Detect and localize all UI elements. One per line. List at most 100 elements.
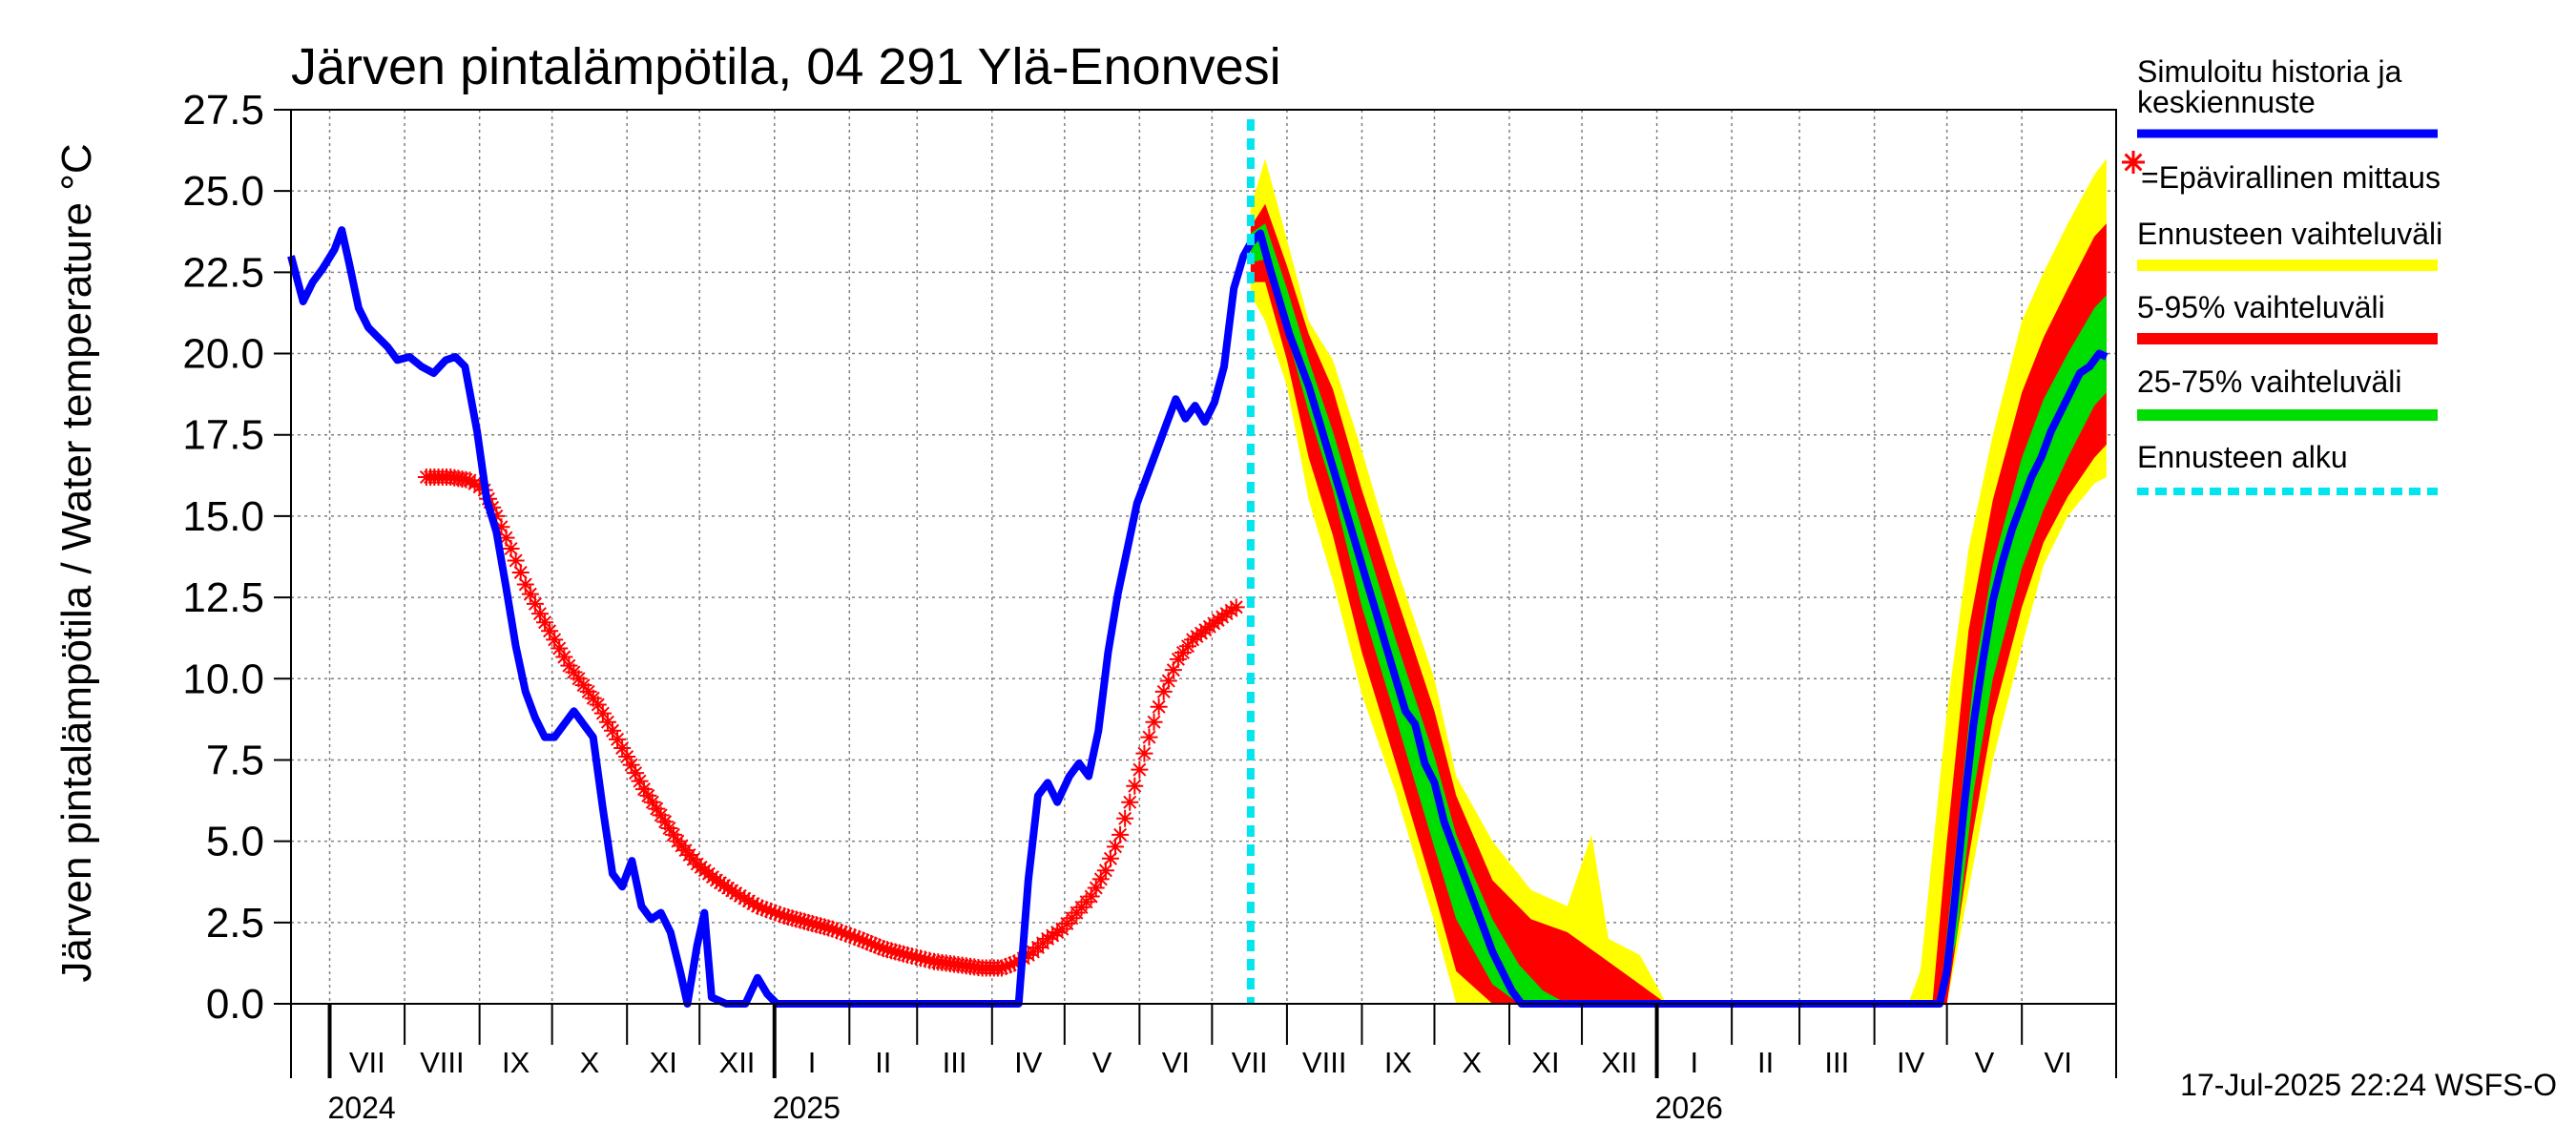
legend-label-line1: Simuloitu historia ja <box>2137 54 2402 89</box>
measurement-marker <box>811 917 829 935</box>
measurement-marker <box>787 910 805 928</box>
measurement-marker <box>800 913 818 931</box>
measurement-marker <box>783 909 801 927</box>
y-tick-label: 15.0 <box>182 493 264 540</box>
month-label: VI <box>2045 1046 2072 1079</box>
measurement-marker <box>854 931 872 949</box>
forecast-bands <box>1250 158 2107 1005</box>
month-label: XII <box>719 1046 756 1079</box>
measurement-marker <box>820 919 838 937</box>
measurement-marker <box>656 813 675 831</box>
measurement-marker <box>1044 926 1062 945</box>
measurement-marker <box>466 474 484 492</box>
measurement-marker <box>603 721 621 739</box>
measurement-marker <box>560 656 578 675</box>
measurement-marker <box>731 886 749 905</box>
measurement-marker <box>921 951 939 969</box>
measurement-marker <box>1087 879 1105 897</box>
month-label: XI <box>1531 1046 1559 1079</box>
month-label: VIII <box>1302 1046 1347 1079</box>
y-tick-label: 10.0 <box>182 656 264 702</box>
measurement-marker <box>502 539 520 557</box>
month-label: V <box>1092 1046 1112 1079</box>
month-label: I <box>808 1046 817 1079</box>
measurement-marker <box>631 772 649 790</box>
measurement-marker <box>837 925 855 943</box>
measurement-marker <box>507 552 525 570</box>
measurement-marker <box>992 959 1010 977</box>
measurement-marker <box>1126 777 1144 795</box>
timestamp-footer: 17-Jul-2025 22:24 WSFS-O <box>2180 1068 2557 1102</box>
month-label: III <box>943 1046 967 1079</box>
measurement-markers <box>417 468 1245 977</box>
month-label: VII <box>349 1046 385 1079</box>
month-label: VI <box>1162 1046 1190 1079</box>
measurement-marker <box>766 904 784 922</box>
measurement-marker <box>497 529 515 547</box>
measurement-marker <box>841 926 860 945</box>
measurement-marker <box>526 594 544 613</box>
measurement-marker <box>828 922 846 940</box>
measurement-marker <box>1039 929 1057 947</box>
measurement-marker <box>744 895 762 913</box>
month-label: IV <box>1014 1046 1043 1079</box>
measurement-marker <box>899 946 917 964</box>
measurement-marker <box>555 648 573 666</box>
measurement-marker <box>850 929 868 947</box>
y-tick-label: 2.5 <box>206 900 264 947</box>
y-tick-label: 5.0 <box>206 819 264 865</box>
legend-label: Ennusteen vaihteluväli <box>2137 217 2442 251</box>
y-tick-label: 22.5 <box>182 249 264 296</box>
measurement-marker <box>627 764 645 782</box>
measurement-marker <box>488 507 506 525</box>
measurement-marker <box>660 820 678 838</box>
measurement-marker <box>574 677 592 695</box>
y-tick-label: 27.5 <box>182 87 264 134</box>
measurement-marker <box>652 806 670 824</box>
measurement-marker <box>727 885 745 903</box>
measurement-marker <box>1159 672 1177 690</box>
measurement-marker <box>807 916 825 934</box>
month-label: VIII <box>420 1046 465 1079</box>
measurement-marker <box>736 889 754 907</box>
legend-marker-icon <box>2122 151 2145 174</box>
month-label: XI <box>650 1046 677 1079</box>
year-label: 2025 <box>773 1091 841 1125</box>
measurement-marker <box>579 682 597 700</box>
measurement-marker <box>907 948 925 967</box>
measurement-marker <box>1150 697 1168 716</box>
measurement-marker <box>858 933 876 951</box>
measurement-marker <box>541 622 559 640</box>
month-label: I <box>1691 1046 1699 1079</box>
plot-frame <box>290 109 2117 1005</box>
measurement-marker <box>894 945 912 963</box>
measurement-marker <box>639 786 657 804</box>
measurement-marker <box>997 957 1015 975</box>
legend-label: =Epävirallinen mittaus <box>2141 160 2441 195</box>
measurement-marker <box>1049 924 1067 942</box>
year-label: 2026 <box>1655 1091 1723 1125</box>
measurement-marker <box>1121 793 1139 811</box>
axes: 0.0 2.5 5.0 7.5 10.0 12.5 15.0 17.5 20.0 22.5 25.0… <box>182 87 2117 1125</box>
measurement-marker <box>870 938 888 956</box>
measurement-marker <box>622 756 640 774</box>
measurement-marker <box>1131 760 1149 779</box>
measurement-marker <box>761 902 779 920</box>
measurement-marker <box>1227 598 1245 616</box>
measurement-marker <box>470 478 488 496</box>
measurement-marker <box>796 912 814 930</box>
measurement-marker <box>1135 744 1153 762</box>
measurement-marker <box>1107 838 1125 856</box>
y-tick-label: 25.0 <box>182 168 264 215</box>
measurement-marker <box>758 901 776 919</box>
measurement-marker <box>862 934 881 952</box>
measurement-marker <box>823 920 841 938</box>
measurement-marker <box>1154 682 1173 700</box>
month-label: X <box>580 1046 600 1079</box>
measurement-marker <box>1001 956 1019 974</box>
month-label: IV <box>1897 1046 1925 1079</box>
measurement-marker <box>1082 887 1100 906</box>
measurement-marker <box>874 940 892 958</box>
measurement-marker <box>664 825 682 843</box>
